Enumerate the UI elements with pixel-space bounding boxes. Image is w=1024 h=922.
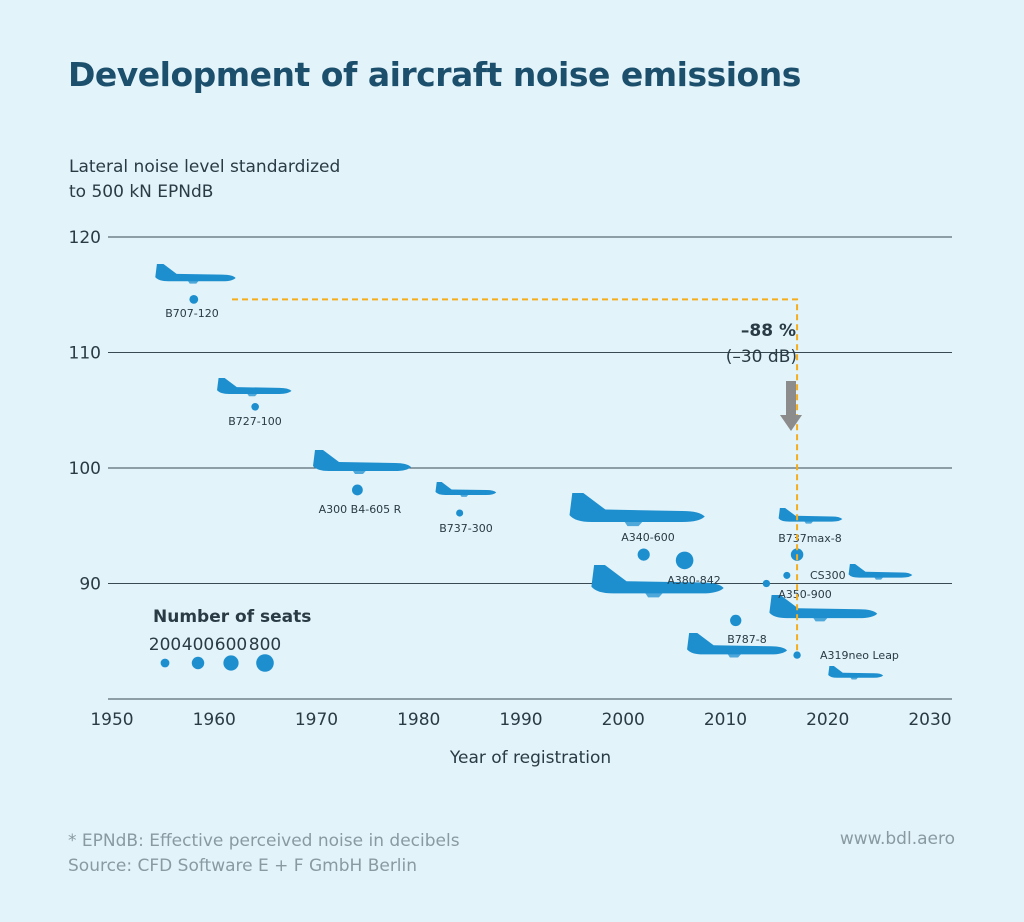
data-label-cs300: CS300 (810, 569, 846, 582)
data-point-a350-900 (762, 579, 771, 588)
airplane-icon-b787-8 (687, 633, 788, 658)
footnote: * EPNdB: Effective perceived noise in de… (68, 829, 460, 879)
data-point-b787-8 (730, 614, 742, 627)
x-tick-label-1950: 1950 (90, 710, 133, 730)
data-label-b707-120: B707-120 (165, 307, 219, 320)
x-tick-label-1970: 1970 (295, 710, 338, 730)
data-point-a319neo-leap (793, 651, 801, 659)
data-label-b727-100: B727-100 (228, 415, 282, 428)
legend-title: Number of seats (153, 607, 311, 627)
x-tick-label-1990: 1990 (499, 710, 542, 730)
x-tick-label-2020: 2020 (806, 710, 849, 730)
data-point-b707-120 (189, 294, 199, 304)
x-tick-label-1980: 1980 (397, 710, 440, 730)
footnote-line-1: * EPNdB: Effective perceived noise in de… (68, 831, 460, 851)
x-tick-label-2030: 2030 (908, 710, 951, 730)
data-point-a300-b4-605-r (352, 484, 363, 496)
data-label-a319neo-leap: A319neo Leap (820, 649, 899, 662)
airplane-icon-b737max-8 (778, 508, 843, 524)
airplane-icon-b707-120 (155, 264, 236, 284)
x-tick-label-2010: 2010 (704, 710, 747, 730)
airplane-icon-a340-600 (569, 493, 705, 527)
data-point-cs300 (783, 571, 791, 579)
x-axis-label: Year of registration (449, 748, 612, 768)
y-axis-label: Lateral noise level standardized to 500 … (69, 155, 340, 205)
airplane-icon-b737-300 (435, 482, 497, 497)
data-label-b737-300: B737-300 (439, 522, 493, 535)
data-point-a380-842 (675, 551, 694, 570)
airplane-icon-cs300 (848, 564, 913, 580)
legend-bubble-200 (160, 658, 170, 668)
down-arrow-icon (780, 381, 802, 431)
reduction-bracket-line (232, 298, 799, 652)
y-tick-label-100: 100 (69, 459, 101, 479)
data-label-a300-b4-605-r: A300 B4-605 R (319, 503, 402, 516)
data-point-b737-300 (456, 509, 464, 517)
legend-bubble-600 (223, 655, 239, 671)
y-tick-label-110: 110 (69, 344, 101, 364)
y-axis-label-line-2: to 500 kN EPNdB (69, 182, 214, 202)
reduction-percent-label: –88 % (741, 321, 796, 341)
x-tick-label-2000: 2000 (602, 710, 645, 730)
airplane-icon-a300-b4-605r (313, 450, 411, 474)
reduction-db-label: (–30 dB) (726, 347, 797, 367)
airplane-icon-a380-842 (591, 565, 724, 598)
legend-entry-label-200: 200 (149, 635, 181, 655)
data-label-b737max-8: B737max-8 (778, 532, 841, 545)
data-point-b727-100 (251, 402, 259, 411)
data-label-a340-600: A340-600 (621, 531, 675, 544)
airplane-icon-a319neo-leap (828, 666, 884, 680)
chart-title: Development of aircraft noise emissions (68, 55, 801, 94)
legend-entry-label-800: 800 (249, 635, 281, 655)
legend-bubble-400 (191, 656, 205, 670)
legend-bubble-800 (256, 654, 274, 672)
x-tick-label-1960: 1960 (193, 710, 236, 730)
data-label-a380-842: A380-842 (667, 574, 721, 587)
source-url: www.bdl.aero (839, 829, 955, 849)
data-label-b787-8: B787-8 (727, 633, 767, 646)
legend-entry-label-600: 600 (215, 635, 247, 655)
y-tick-label-120: 120 (69, 228, 101, 248)
y-tick-label-90: 90 (79, 575, 101, 595)
data-label-a350-900: A350-900 (778, 588, 832, 601)
airplane-icon-b727-100 (217, 378, 292, 397)
airplane-icon-a350-900 (769, 595, 878, 622)
footnote-line-2: Source: CFD Software E + F GmbH Berlin (68, 856, 418, 876)
legend-entry-label-400: 400 (182, 635, 214, 655)
data-point-a340-600 (637, 548, 650, 561)
y-axis-label-line-1: Lateral noise level standardized (69, 157, 341, 177)
